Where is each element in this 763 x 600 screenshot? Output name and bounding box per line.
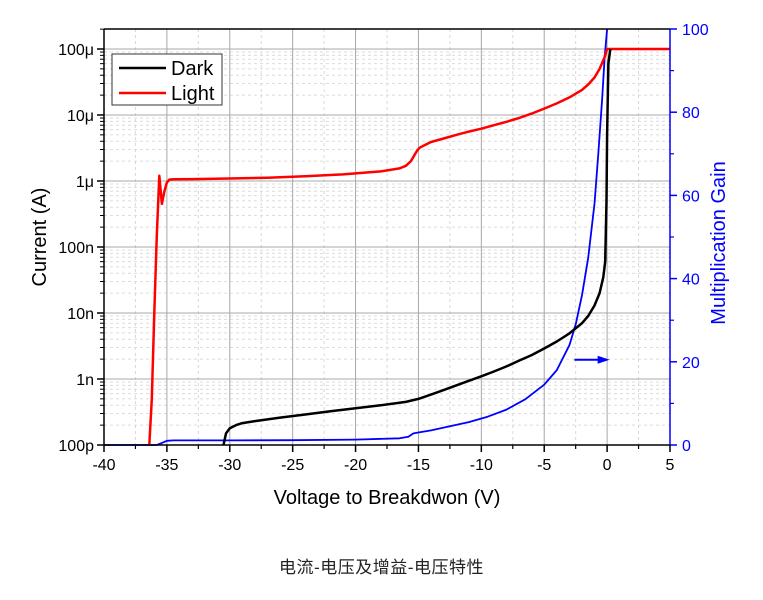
x-tick-label: -30 (218, 457, 241, 474)
legend-label-dark: Dark (171, 58, 214, 80)
figure-caption: 电流-电压及增益-电压特性 (279, 558, 484, 578)
x-tick-label: -5 (537, 457, 551, 474)
y-left-tick-label: 10n (67, 306, 94, 323)
x-tick-label: 0 (603, 457, 612, 474)
gain-axis-arrow (574, 355, 610, 364)
y-axis-left-title: Current (A) (29, 188, 51, 287)
x-tick-label: -20 (344, 457, 367, 474)
y-right-tick-label: 60 (682, 188, 700, 205)
x-tick-label: -25 (281, 457, 304, 474)
y-right-tick-label: 0 (682, 438, 691, 455)
y-right-tick-label: 20 (682, 355, 700, 372)
y-axis-right-title: Multiplication Gain (708, 161, 730, 324)
series-dark (222, 48, 612, 446)
y-right-tick-label: 80 (682, 105, 700, 122)
y-axis-right-ticks: 0 20 40 60 80 100 (670, 22, 709, 455)
x-tick-label: 5 (666, 457, 675, 474)
x-tick-label: -15 (407, 457, 430, 474)
x-tick-label: -10 (470, 457, 493, 474)
y-left-tick-label: 10μ (67, 108, 94, 125)
x-axis-title: Voltage to Breakdwon (V) (274, 487, 501, 509)
x-tick-label: -35 (155, 457, 178, 474)
y-right-tick-label: 40 (682, 272, 700, 289)
y-left-tick-label: 1μ (76, 174, 94, 191)
y-axis-left-ticks: 100p 1n 10n 100n 1μ 10μ 100μ (58, 28, 104, 455)
x-axis-ticks: -40 -35 -30 -25 -20 -15 -10 -5 0 5 (92, 445, 675, 474)
series-gain (104, 28, 608, 446)
arrow-head-icon (597, 355, 610, 364)
y-left-tick-label: 100μ (58, 42, 94, 59)
y-left-tick-label: 100n (58, 240, 94, 257)
data-series (104, 28, 670, 446)
minor-gridlines (104, 28, 670, 445)
y-left-tick-label: 100p (58, 438, 94, 455)
x-tick-label: -40 (92, 457, 115, 474)
y-left-tick-label: 1n (76, 372, 94, 389)
series-light (148, 47, 670, 446)
legend-label-light: Light (171, 83, 215, 105)
legend: Dark Light (111, 53, 223, 106)
y-right-tick-label: 100 (682, 22, 709, 39)
